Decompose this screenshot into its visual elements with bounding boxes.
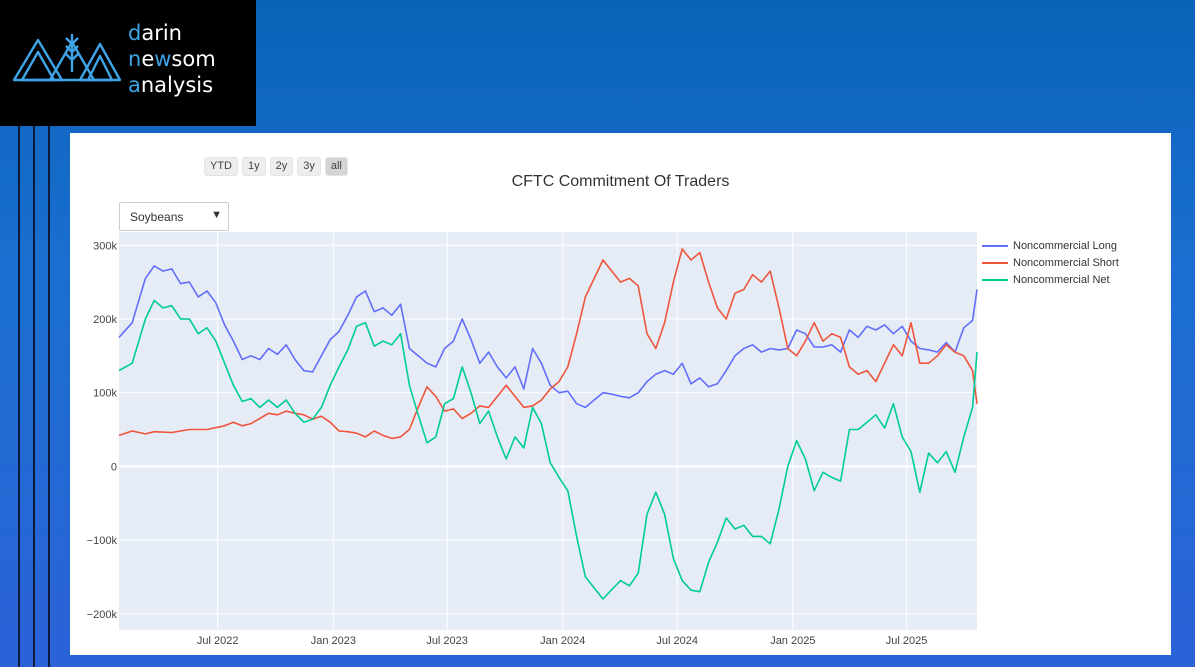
logo-wordmark: darin newsom analysis xyxy=(128,21,216,97)
legend-item-long[interactable]: Noncommercial Long xyxy=(982,237,1119,254)
series-line-short xyxy=(118,248,978,440)
logo: darin newsom analysis xyxy=(0,0,256,126)
range-selector: YTD 1y 2y 3y all xyxy=(204,156,352,176)
left-decor-line-3 xyxy=(48,126,50,667)
range-button-all[interactable]: all xyxy=(324,157,348,176)
legend-swatch-long xyxy=(982,244,1008,247)
cot-chart: 300k 200k 100k 0 −100k −200k Jul 2022 Jan 2023 J… xyxy=(87,232,978,647)
y-tick-label: 100k xyxy=(93,388,117,400)
chart-panel: 300k 200k 100k 0 −100k −200k Jul 2022 Jan 2023 J… xyxy=(70,133,1171,655)
range-button-ytd[interactable]: YTD xyxy=(204,157,238,176)
x-tick-label: Jul 2024 xyxy=(656,635,698,647)
caret-down-icon: ▼ xyxy=(211,209,222,221)
y-tick-label: 200k xyxy=(93,314,117,326)
legend-swatch-net xyxy=(982,278,1008,281)
commodity-dropdown-value: Soybeans xyxy=(130,210,184,224)
range-button-3y[interactable]: 3y xyxy=(297,157,321,176)
x-tick-label: Jul 2023 xyxy=(426,635,468,647)
x-tick-label: Jan 2023 xyxy=(311,635,356,647)
x-tick-label: Jul 2025 xyxy=(886,635,928,647)
mountains-logo-icon xyxy=(12,34,122,82)
y-tick-label: 0 xyxy=(111,461,117,473)
x-tick-label: Jan 2024 xyxy=(540,635,585,647)
legend-swatch-short xyxy=(982,261,1008,264)
y-tick-label: −100k xyxy=(87,535,118,547)
plot-area xyxy=(119,232,977,630)
range-button-2y[interactable]: 2y xyxy=(269,157,294,176)
commodity-dropdown[interactable]: Soybeans ▼ xyxy=(119,202,229,231)
chart-title: CFTC Commitment Of Traders xyxy=(511,173,730,190)
range-button-1y[interactable]: 1y xyxy=(242,157,266,176)
x-tick-label: Jan 2025 xyxy=(770,635,815,647)
x-tick-label: Jul 2022 xyxy=(197,635,239,647)
left-decor-line-1 xyxy=(18,126,20,667)
chart-legend: Noncommercial Long Noncommercial Short N… xyxy=(982,237,1119,288)
y-tick-label: −200k xyxy=(87,609,118,621)
legend-item-net[interactable]: Noncommercial Net xyxy=(982,271,1119,288)
left-decor-line-2 xyxy=(33,126,35,667)
series-line-net xyxy=(118,299,978,600)
legend-item-short[interactable]: Noncommercial Short xyxy=(982,254,1119,271)
series-line-long xyxy=(118,265,978,409)
y-tick-label: 300k xyxy=(93,240,117,252)
